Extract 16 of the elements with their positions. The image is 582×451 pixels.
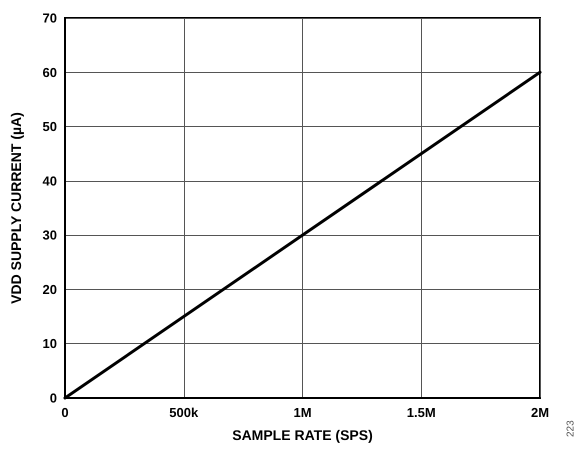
y-axis-title: VDD SUPPLY CURRENT (µA) bbox=[8, 112, 24, 304]
x-axis-title: SAMPLE RATE (SPS) bbox=[232, 427, 373, 443]
y-tick-label: 70 bbox=[42, 10, 57, 26]
text: 223 bbox=[566, 420, 576, 437]
x-tick-label: 0 bbox=[61, 405, 69, 420]
y-tick-label: 10 bbox=[42, 336, 57, 352]
x-tick-label: 1.5M bbox=[406, 405, 436, 420]
y-tick-label: 60 bbox=[42, 64, 57, 80]
y-tick-label: 40 bbox=[42, 173, 57, 188]
y-tick-label: 30 bbox=[42, 228, 57, 243]
x-tick-label: 500k bbox=[169, 405, 199, 420]
y-tick-label: 20 bbox=[42, 282, 57, 297]
y-tick-label: 0 bbox=[50, 390, 57, 406]
y-tick-label: 50 bbox=[42, 119, 57, 134]
x-tick-label: 1M bbox=[293, 405, 312, 420]
x-tick-label: 2M bbox=[530, 405, 550, 420]
